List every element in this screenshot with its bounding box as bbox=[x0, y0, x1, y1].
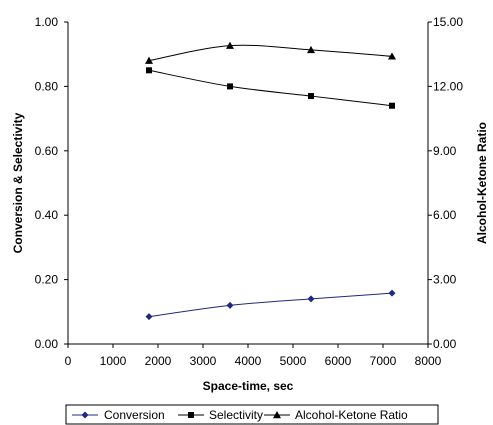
series-layer bbox=[145, 41, 396, 321]
legend-label: Selectivity bbox=[209, 408, 263, 422]
data-point bbox=[145, 56, 153, 64]
legend-label: Alcohol-Ketone Ratio bbox=[295, 408, 408, 422]
x-tick-label: 1000 bbox=[100, 354, 127, 368]
series-line bbox=[148, 44, 393, 62]
series-selectivity bbox=[146, 67, 395, 109]
x-tick-label: 4000 bbox=[235, 354, 262, 368]
data-point bbox=[146, 67, 152, 74]
data-point bbox=[388, 52, 396, 60]
y2-tick-label: 15.00 bbox=[433, 15, 463, 29]
y-tick-label: 0.40 bbox=[35, 208, 59, 222]
y-tick-label: 0.60 bbox=[35, 144, 59, 158]
series-line bbox=[148, 292, 393, 318]
series-conversion bbox=[145, 289, 396, 321]
y-tick-label: 0.20 bbox=[35, 273, 59, 287]
x-tick-label: 0 bbox=[65, 354, 72, 368]
x-tick-label: 7000 bbox=[370, 354, 397, 368]
data-point bbox=[389, 102, 395, 109]
x-tick-label: 3000 bbox=[190, 354, 217, 368]
data-point bbox=[388, 289, 396, 297]
data-point bbox=[308, 93, 314, 100]
legend-label: Conversion bbox=[104, 408, 165, 422]
data-point bbox=[145, 313, 153, 321]
axes: 0 1000 2000 3000 4000 5000 6000 7000 8000 0.00 0.2… bbox=[35, 15, 464, 368]
legend-marker bbox=[188, 412, 194, 418]
y2-tick-label: 12.00 bbox=[433, 79, 463, 93]
x-tick-label: 5000 bbox=[280, 354, 307, 368]
legend-marker bbox=[273, 411, 281, 419]
y-axis-title: Conversion & Selectivity bbox=[11, 112, 25, 253]
y-tick-label: 0.00 bbox=[35, 337, 59, 351]
y-tick-label: 1.00 bbox=[35, 15, 59, 29]
data-point bbox=[227, 83, 233, 90]
y2-tick-label: 6.00 bbox=[433, 208, 457, 222]
y2-axis-title: Alcohol-Ketone Ratio bbox=[475, 122, 489, 244]
legend-marker bbox=[81, 411, 89, 419]
data-point bbox=[226, 41, 234, 49]
data-point bbox=[226, 301, 234, 309]
x-tick-label: 6000 bbox=[325, 354, 352, 368]
x-axis-title: Space-time, sec bbox=[203, 379, 294, 393]
series-alcohol-ketone-ratio bbox=[145, 41, 396, 64]
x-tick-label: 2000 bbox=[145, 354, 172, 368]
y2-tick-label: 9.00 bbox=[433, 144, 457, 158]
data-point bbox=[307, 45, 315, 54]
data-point bbox=[307, 295, 315, 303]
y-tick-label: 0.80 bbox=[35, 79, 59, 93]
x-tick-label: 8000 bbox=[415, 354, 442, 368]
legend-box bbox=[65, 404, 439, 425]
legend: Conversion Selectivity Alcohol-Ketone Rati… bbox=[65, 404, 439, 425]
series-line bbox=[148, 69, 393, 107]
y2-tick-label: 3.00 bbox=[433, 273, 457, 287]
y2-tick-label: 0.00 bbox=[433, 337, 457, 351]
